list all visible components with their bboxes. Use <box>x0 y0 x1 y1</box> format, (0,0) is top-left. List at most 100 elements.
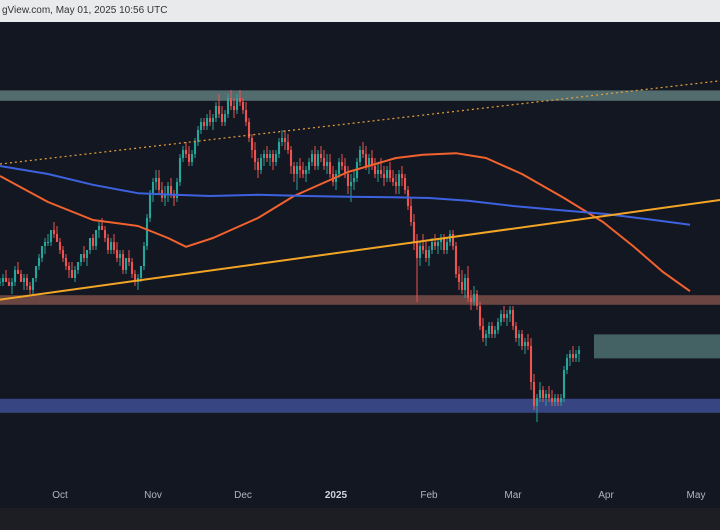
candle-body <box>400 174 404 178</box>
candle-body <box>433 242 437 246</box>
candle-body <box>463 278 467 290</box>
candle-body <box>172 194 176 198</box>
candle-body <box>541 390 545 398</box>
candle-body <box>73 270 77 278</box>
candle-body <box>52 230 56 234</box>
candle-body <box>37 258 41 266</box>
candle-body <box>538 390 542 398</box>
candle-body <box>313 154 317 166</box>
ma-200-line <box>0 165 691 226</box>
candle-body <box>250 138 254 150</box>
candle-body <box>298 166 302 170</box>
candle-body <box>124 258 128 270</box>
price-chart[interactable] <box>0 22 720 482</box>
candle-body <box>574 354 578 358</box>
candle-body <box>169 186 173 194</box>
candle-body <box>82 254 86 258</box>
candle-body <box>499 314 503 322</box>
chart-footer <box>0 508 720 530</box>
candle-body <box>397 174 401 186</box>
candle-body <box>316 154 320 166</box>
candle-body <box>265 154 269 158</box>
candle-body <box>394 182 398 186</box>
candle-body <box>379 170 383 174</box>
candle-body <box>475 294 479 306</box>
candle-body <box>442 238 446 250</box>
candle-body <box>547 394 551 398</box>
candle-body <box>325 162 329 166</box>
candle-body <box>322 158 326 166</box>
candle-body <box>49 230 53 242</box>
candle-body <box>184 150 188 154</box>
candle-body <box>157 178 161 190</box>
candle-body <box>358 150 362 162</box>
candle-body <box>199 122 203 130</box>
candle-body <box>307 162 311 170</box>
candle-body <box>151 182 155 194</box>
x-tick-label: Nov <box>144 490 162 501</box>
candle-body <box>1 278 5 282</box>
candle-body <box>577 350 581 354</box>
chart-header-text: gView.com, May 01, 2025 10:56 UTC <box>2 5 168 16</box>
candle-body <box>79 254 83 262</box>
candle-body <box>217 106 221 114</box>
candle-body <box>229 98 233 106</box>
candle-body <box>67 266 71 270</box>
candle-body <box>223 114 227 122</box>
candle-body <box>544 394 548 398</box>
candle-body <box>508 310 512 314</box>
chart-header: gView.com, May 01, 2025 10:56 UTC <box>0 0 720 22</box>
x-tick-label: Oct <box>52 490 68 501</box>
candle-body <box>196 130 200 142</box>
candle-body <box>517 334 521 338</box>
candle-body <box>112 242 116 250</box>
demand-zone-mid <box>594 334 720 359</box>
candle-body <box>532 382 536 406</box>
candle-body <box>193 142 197 154</box>
candle-body <box>286 142 290 150</box>
candle-body <box>34 266 38 278</box>
candle-body <box>10 282 14 286</box>
candle-body <box>271 154 275 162</box>
x-axis: Oct Nov Dec 2025 Feb Mar Apr May <box>0 482 720 508</box>
candle-body <box>352 178 356 182</box>
candle-body <box>478 306 482 326</box>
rising-trendline-dotted <box>0 80 720 165</box>
candle-body <box>103 230 107 238</box>
candle-body <box>343 166 347 174</box>
candle-body <box>115 250 119 258</box>
candle-body <box>76 262 80 270</box>
candle-body <box>556 398 560 402</box>
candle-body <box>226 98 230 114</box>
candle-body <box>205 118 209 126</box>
candle-body <box>349 182 353 186</box>
candle-body <box>388 170 392 178</box>
candle-body <box>202 122 206 126</box>
candle-body <box>0 282 2 283</box>
candle-body <box>163 194 167 198</box>
supply-zone <box>0 295 720 305</box>
candle-body <box>460 282 464 290</box>
candle-body <box>175 182 179 198</box>
candle-body <box>391 178 395 182</box>
candle-body <box>385 170 389 178</box>
x-tick-label: Apr <box>598 490 614 501</box>
candle-body <box>337 162 341 174</box>
candle-body <box>211 118 215 122</box>
candle-body <box>61 250 65 258</box>
candle-body <box>154 178 158 182</box>
candle-body <box>148 194 152 218</box>
candle-body <box>142 246 146 266</box>
candle-body <box>457 274 461 282</box>
candle-body <box>214 106 218 118</box>
candle-body <box>562 370 566 398</box>
candle-body <box>292 166 296 174</box>
candle-body <box>376 170 380 174</box>
candle-body <box>178 158 182 182</box>
candle-body <box>529 346 533 382</box>
candle-body <box>190 154 194 162</box>
candle-body <box>469 298 473 302</box>
candle-body <box>439 238 443 242</box>
candle-body <box>88 238 92 250</box>
candle-body <box>466 278 470 298</box>
